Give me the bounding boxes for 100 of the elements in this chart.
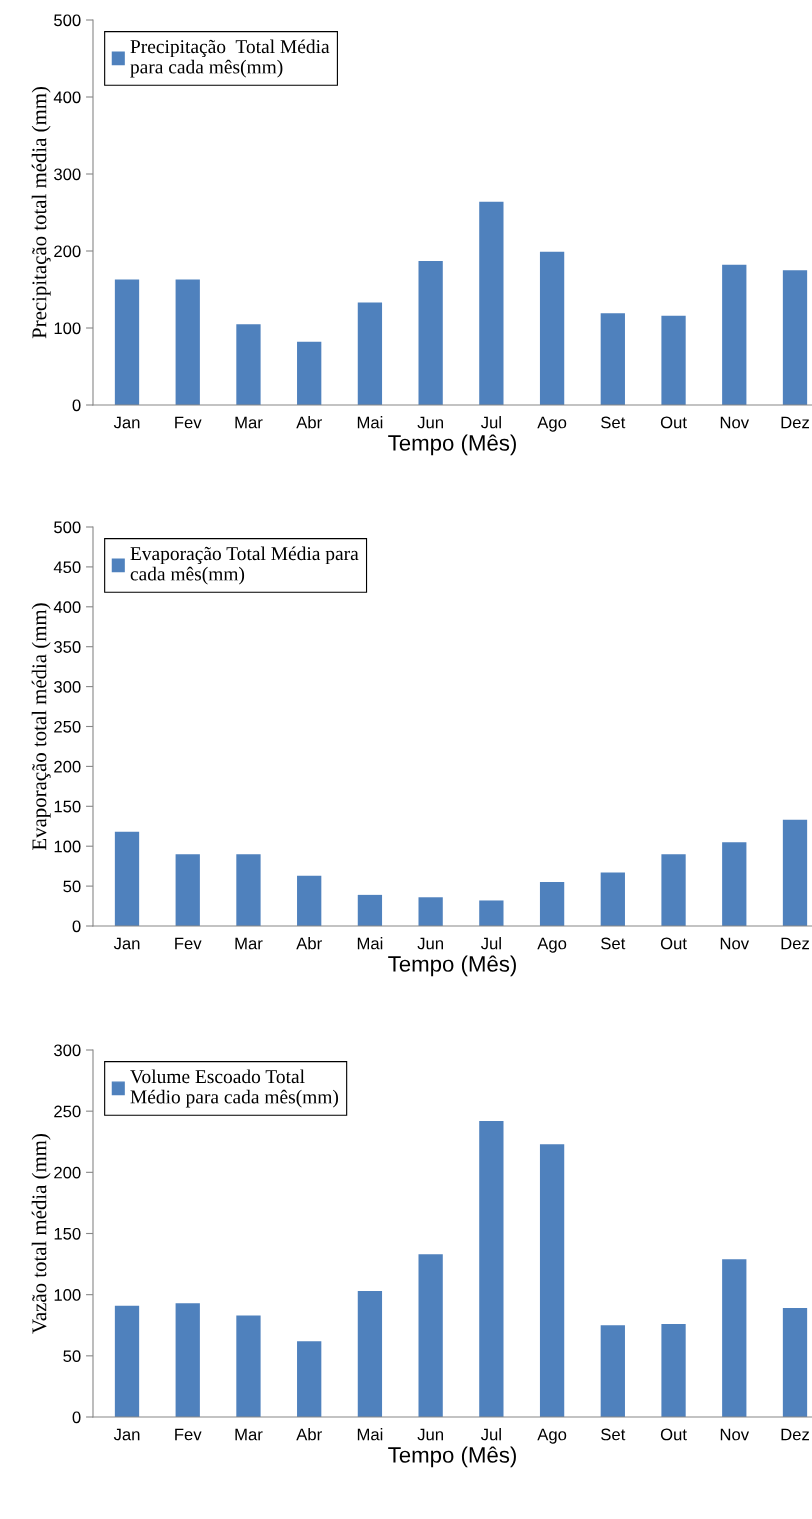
x-tick-label: Set [601,1428,626,1441]
bar [479,201,504,405]
bar [236,854,261,926]
legend-label: Evaporação Total Média para cada mês(mm) [130,546,359,585]
x-tick-label: Mar [235,416,263,429]
x-axis-title: Tempo (Mês) [388,434,516,456]
x-tick-label: Jun [417,937,443,950]
x-tick-label: Jan [113,937,140,950]
y-tick-label: 0 [72,1411,81,1424]
bar [600,1325,625,1417]
bar [114,831,140,926]
bar [479,1120,504,1417]
y-tick-label: 50 [63,880,81,893]
bar [782,1308,808,1417]
y-tick-label: 200 [54,760,81,773]
y-axis-title: Evaporação total média (mm) [31,603,51,850]
bar [722,264,747,405]
x-axis-title: Tempo (Mês) [388,955,516,977]
y-tick-label: 250 [54,720,81,733]
bar [297,875,322,926]
x-tick-label: Dez [781,937,809,950]
bar [236,1315,261,1417]
x-tick-label: Abr [296,416,322,429]
y-tick-label: 0 [72,399,81,412]
legend-label: Precipitação Total Média para cada mês(mm) [130,39,330,78]
legend-label: Volume Escoado Total Médio para cada mês(mm) [130,1069,339,1108]
x-tick-label: Mai [357,937,383,950]
bar [661,854,686,926]
x-tick-label: Nov [720,937,750,950]
y-tick-label: 250 [54,1105,81,1118]
y-tick-label: 150 [54,800,81,813]
x-tick-label: Out [660,937,687,950]
bar [722,842,747,926]
x-tick-label: Abr [296,937,322,950]
bar [418,897,443,926]
bar [722,1259,747,1417]
y-tick-label: 400 [53,601,81,613]
bar [297,341,322,405]
bar [600,872,625,926]
x-tick-label: Ago [537,416,567,432]
y-tick-label: 350 [54,641,81,653]
x-tick-label: Jul [480,937,501,950]
y-tick-label: 100 [54,1289,81,1301]
x-tick-label: Jul [480,1428,501,1441]
x-tick-label: Dez [781,1428,809,1441]
bar [782,270,808,405]
bar [236,324,261,405]
x-tick-label: Nov [720,1428,750,1441]
x-tick-label: Jan [113,416,140,429]
y-tick-label: 300 [54,1044,81,1057]
x-tick-label: Ago [537,1428,567,1444]
y-tick-label: 200 [54,245,81,258]
bar [539,1144,565,1417]
x-tick-label: Jun [417,416,443,429]
x-tick-label: Jun [417,1428,443,1441]
y-tick-label: 300 [54,168,81,181]
bar [357,302,383,405]
x-tick-label: Fev [175,1428,202,1441]
y-tick-label: 50 [63,1350,81,1363]
x-tick-label: Out [660,416,687,429]
x-tick-label: Fev [175,416,202,429]
bar [297,1341,322,1417]
y-tick-label: 500 [54,14,81,27]
y-tick-label: 100 [54,322,81,335]
x-tick-label: Jan [113,1428,140,1441]
x-tick-label: Mai [357,1428,383,1441]
bar [479,900,504,926]
y-tick-label: 400 [53,91,81,104]
y-axis-title: Precipitação total média (mm) [31,87,51,339]
bar [114,1305,140,1417]
bar [539,251,565,405]
bar [539,882,565,926]
bar [175,1303,200,1417]
bar [782,819,808,926]
y-axis-title: Vazão total média (mm) [31,1134,51,1334]
x-tick-label: Fev [175,937,202,950]
bar [357,894,383,926]
x-tick-label: Set [601,937,626,950]
x-tick-label: Ago [537,937,567,953]
bar [600,313,625,405]
x-tick-label: Out [660,1428,687,1441]
x-tick-label: Nov [720,416,750,429]
x-tick-label: Abr [296,1428,322,1441]
bar [418,261,443,405]
bar [114,279,140,405]
y-tick-label: 0 [72,920,81,933]
y-tick-label: 450 [53,561,81,574]
y-tick-label: 200 [54,1166,81,1179]
x-tick-label: Mar [235,937,263,950]
bar [661,315,686,405]
x-axis-title: Tempo (Mês) [388,1446,516,1468]
x-tick-label: Mai [357,416,383,429]
bar [357,1291,383,1417]
x-tick-label: Jul [480,416,501,429]
y-tick-label: 300 [54,681,81,693]
x-tick-label: Set [601,416,626,429]
x-tick-label: Mar [235,1428,263,1441]
bar [661,1324,686,1417]
bar [175,279,200,405]
y-tick-label: 150 [54,1227,81,1240]
